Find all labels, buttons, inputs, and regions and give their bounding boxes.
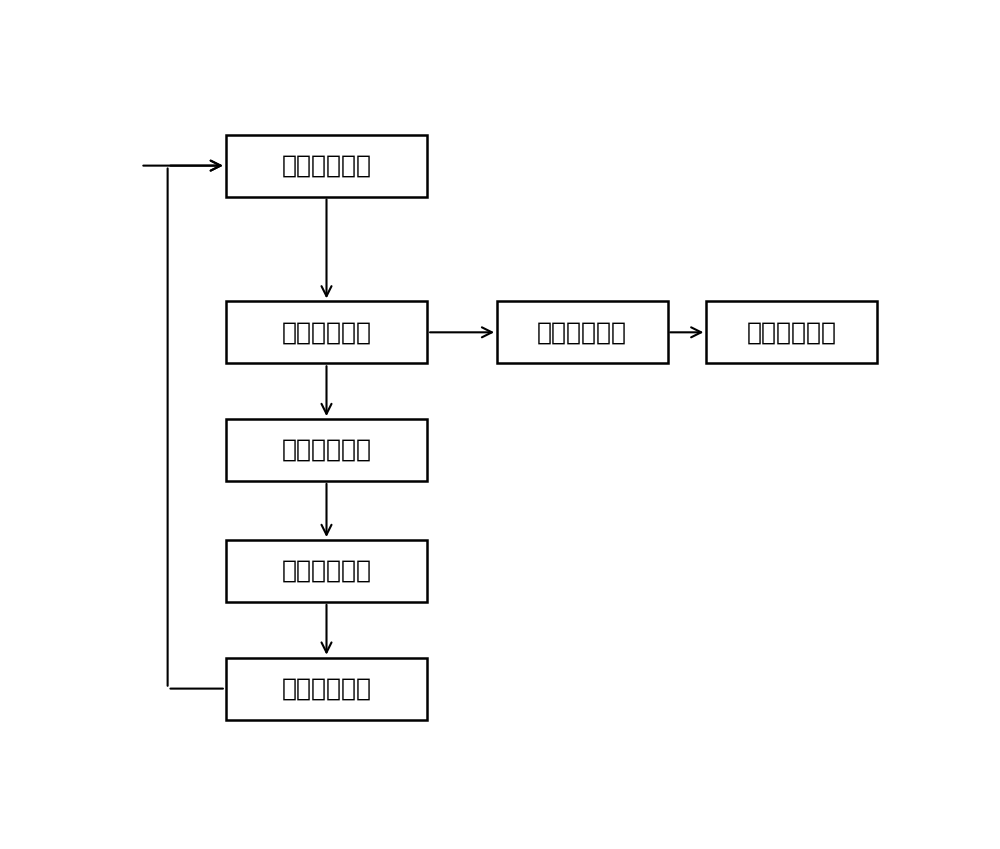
Text: 人机交互单元: 人机交互单元 <box>282 154 372 177</box>
Bar <box>226 135 427 197</box>
Bar <box>226 301 427 363</box>
Bar <box>706 301 877 363</box>
Bar <box>226 657 427 720</box>
Bar <box>497 301 668 363</box>
Bar <box>226 540 427 602</box>
Text: 数据分析模块: 数据分析模块 <box>282 677 372 700</box>
Text: 交流电源模块: 交流电源模块 <box>282 438 372 462</box>
Text: 直流电源模块: 直流电源模块 <box>746 320 836 345</box>
Text: 智能调压单元: 智能调压单元 <box>537 320 627 345</box>
Text: 数据采集模块: 数据采集模块 <box>282 559 372 583</box>
Bar <box>226 419 427 481</box>
Text: 控制采集模块: 控制采集模块 <box>282 320 372 345</box>
